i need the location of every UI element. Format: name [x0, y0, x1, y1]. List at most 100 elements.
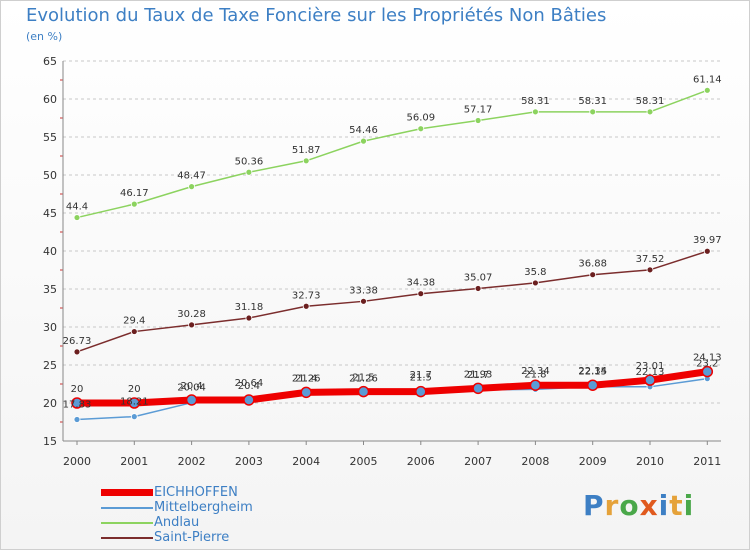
y-tick-label: 55: [43, 131, 57, 144]
data-label: 61.14: [693, 74, 722, 85]
data-label: 20.4: [238, 381, 260, 392]
data-point: [417, 125, 425, 133]
x-tick-label: 2005: [350, 455, 378, 468]
chart-title: Evolution du Taux de Taxe Foncière sur l…: [26, 5, 607, 26]
data-label: 21.26: [349, 373, 378, 384]
data-label: 32.73: [292, 290, 321, 301]
legend-item-saint-pierre[interactable]: Saint-Pierre: [101, 530, 321, 545]
data-point: [73, 416, 81, 423]
data-label: 22.34: [521, 366, 550, 377]
data-point: [415, 385, 427, 398]
data-label: 31.18: [235, 302, 264, 313]
data-point: [474, 285, 482, 292]
x-tick-label: 2010: [636, 455, 664, 468]
data-label: 30.28: [177, 309, 206, 320]
data-label: 50.36: [235, 156, 264, 167]
data-label: 46.17: [120, 188, 149, 199]
data-point: [417, 290, 425, 298]
legend-item-mittelbergheim[interactable]: Mittelbergheim: [101, 500, 321, 515]
x-tick-label: 2006: [407, 455, 435, 468]
data-point: [472, 382, 484, 395]
data-point: [130, 200, 138, 208]
data-label: 20: [71, 384, 84, 395]
data-label: 21.5: [410, 373, 432, 384]
data-point: [188, 183, 196, 191]
data-label: 21.7: [467, 370, 489, 381]
y-tick-label: 50: [43, 169, 57, 182]
x-tick-label: 2003: [235, 455, 263, 468]
data-label: 34.38: [406, 278, 435, 289]
y-axis-unit: (en %): [26, 30, 63, 43]
data-label: 18.21: [120, 397, 149, 408]
y-tick-label: 40: [43, 245, 57, 258]
legend-label: Saint-Pierre: [154, 530, 230, 545]
series-lines: [71, 86, 714, 423]
axes: 15 20 25 30 35 40 45 50 55 60 65 2000 2001 2002 2003 20…: [43, 55, 721, 468]
proxiti-logo[interactable]: Proxiti: [583, 489, 694, 522]
series-line-andlau: [76, 89, 708, 219]
legend-item-andlau[interactable]: Andlau: [101, 515, 321, 530]
data-point: [360, 137, 367, 145]
data-point: [589, 271, 597, 279]
data-label: 44.4: [66, 202, 88, 213]
data-point: [646, 108, 654, 116]
data-point: [302, 157, 310, 165]
data-point: [130, 413, 138, 421]
data-point: [532, 108, 539, 116]
series-line-eichhoffen: [77, 368, 708, 407]
data-point: [701, 365, 714, 378]
legend-swatch-andlau: [101, 522, 153, 524]
data-point: [73, 348, 81, 356]
logo-letter: r: [604, 489, 620, 522]
data-label: 21.4: [295, 373, 317, 384]
legend: EICHHOFFEN Mittelbergheim Andlau Saint-P…: [101, 485, 321, 545]
x-tick-label: 2004: [292, 455, 320, 468]
data-labels: 20 20 20.4 20.421.4 21.5 21.5 21.93 22.34 22.34 2…: [63, 74, 722, 410]
data-label: 20: [128, 384, 141, 395]
y-tick-label: 35: [43, 283, 57, 296]
logo-letter: x: [639, 489, 659, 522]
y-tick-label: 30: [43, 321, 57, 334]
series-line-saint-pierre: [76, 250, 708, 353]
data-label: 21.26: [292, 373, 321, 384]
data-point: [703, 247, 711, 255]
data-label: 29.4: [123, 316, 145, 327]
data-label: 57.17: [464, 105, 493, 116]
logo-letter: o: [619, 489, 640, 522]
data-point: [589, 108, 597, 116]
y-tick-label: 20: [43, 397, 57, 410]
data-label: 21.93: [464, 369, 493, 380]
x-tick-label: 2011: [693, 455, 721, 468]
data-point: [357, 385, 370, 398]
data-label: 54.46: [349, 125, 378, 136]
data-label: 33.38: [349, 285, 378, 296]
data-point: [73, 214, 81, 221]
data-point: [245, 314, 253, 322]
data-label: 22.34: [578, 366, 607, 377]
data-point: [302, 302, 310, 310]
data-label: 24.13: [693, 353, 722, 364]
logo-letter: t: [669, 489, 684, 522]
y-tick-label: 60: [43, 93, 57, 106]
data-label: 21.7: [410, 370, 432, 381]
x-tick-label: 2001: [120, 455, 148, 468]
data-point: [474, 117, 482, 124]
data-point: [245, 168, 253, 176]
data-label: 17.83: [63, 399, 92, 410]
data-label: 48.47: [177, 171, 206, 182]
x-tick-label: 2000: [63, 455, 91, 468]
data-label: 58.31: [636, 96, 665, 107]
data-point: [130, 328, 138, 335]
legend-item-eichhoffen[interactable]: EICHHOFFEN: [101, 485, 321, 500]
legend-label: Mittelbergheim: [154, 500, 253, 515]
data-label: 22.13: [636, 367, 665, 378]
data-point: [185, 394, 198, 406]
x-tick-label: 2008: [521, 455, 549, 468]
data-point: [71, 397, 83, 409]
data-point: [586, 379, 599, 391]
data-label: 21.5: [352, 373, 374, 384]
data-point: [532, 279, 539, 287]
legend-label: Andlau: [154, 515, 200, 530]
